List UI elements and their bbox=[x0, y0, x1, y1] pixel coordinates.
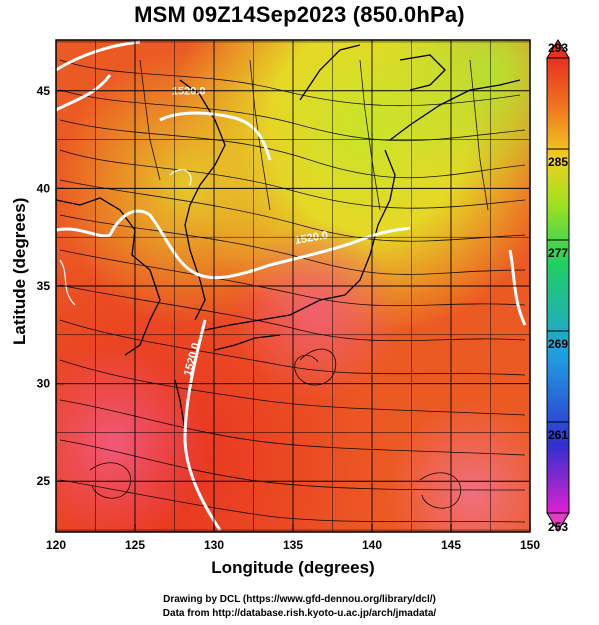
y-tick-label: 35 bbox=[37, 279, 51, 293]
colorbar-tick-label: 253 bbox=[548, 520, 568, 534]
y-tick-label: 40 bbox=[37, 181, 51, 195]
x-tick-label: 120 bbox=[46, 538, 66, 552]
y-axis-label: Latitude (degrees) bbox=[10, 197, 29, 345]
x-tick-label: 135 bbox=[283, 538, 303, 552]
x-tick-label: 150 bbox=[520, 538, 540, 552]
minor-contours bbox=[59, 169, 192, 306]
y-axis: 25 30 35 40 45 bbox=[37, 84, 64, 488]
x-tick-label: 145 bbox=[441, 538, 461, 552]
contour-label-1: 1520.0 bbox=[172, 86, 206, 98]
colorbar-tick-label: 261 bbox=[548, 428, 568, 442]
x-axis: 120 125 130 135 140 145 150 bbox=[46, 524, 540, 552]
y-tick-label: 45 bbox=[37, 84, 51, 98]
geopotential-contour bbox=[56, 40, 527, 531]
colorbar: 253 261 269 277 285 293 bbox=[546, 39, 570, 534]
colorbar-tick-label: 277 bbox=[548, 246, 568, 260]
credit-data: Data from http://database.rish.kyoto-u.a… bbox=[162, 608, 437, 619]
y-tick-label: 25 bbox=[37, 474, 51, 488]
y-tick-label: 30 bbox=[37, 377, 51, 391]
coastlines bbox=[56, 44, 521, 431]
temperature-field: 1520.0 1520.0 1520.0 bbox=[56, 40, 530, 532]
plot-title: MSM 09Z14Sep2023 (850.0hPa) bbox=[134, 2, 465, 27]
colorbar-tick-label: 269 bbox=[548, 337, 568, 351]
credit-drawing: Drawing by DCL (https://www.gfd-dennou.o… bbox=[163, 594, 436, 605]
x-tick-label: 125 bbox=[125, 538, 145, 552]
colorbar-tick-label: 285 bbox=[548, 155, 568, 169]
x-tick-label: 140 bbox=[362, 538, 382, 552]
grid-lines bbox=[56, 40, 530, 532]
wind-streamlines bbox=[59, 59, 526, 523]
x-tick-label: 130 bbox=[204, 538, 224, 552]
x-axis-label: Longitude (degrees) bbox=[211, 558, 375, 577]
colorbar-tick-label: 293 bbox=[548, 41, 568, 55]
colorbar-gradient bbox=[546, 57, 570, 514]
contour-label-2: 1520.0 bbox=[294, 229, 329, 247]
